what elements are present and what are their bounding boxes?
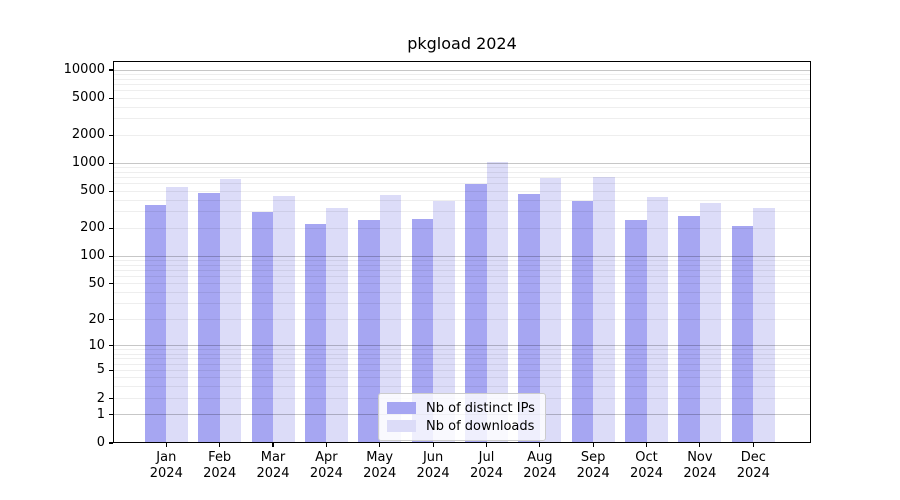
bar-downloads-apr-2024 — [326, 208, 348, 443]
plot-area — [113, 61, 811, 443]
y-tick-mark-10 — [109, 345, 113, 347]
bar-distinct-ips-apr-2024 — [304, 223, 327, 443]
legend-swatch-distinct-ips — [387, 402, 416, 414]
bar-distinct-ips-dec-2024 — [731, 225, 754, 443]
bar-distinct-ips-jul-2024 — [465, 184, 487, 443]
bar-downloads-aug-2024 — [539, 177, 562, 443]
y-tick-mark-5 — [109, 369, 113, 371]
x-tick-label-dec-2024: Dec 2024 — [736, 450, 770, 481]
x-tick-mark-mar-2024 — [272, 443, 274, 447]
y-tick-label-100: 100 — [80, 248, 105, 264]
x-tick-mark-may-2024 — [379, 443, 381, 447]
y-tick-mark-5000 — [109, 97, 113, 99]
y-tick-label-5: 5 — [96, 362, 105, 378]
x-tick-mark-aug-2024 — [539, 443, 541, 447]
bar-downloads-jul-2024 — [486, 161, 508, 443]
bar-distinct-ips-feb-2024 — [198, 193, 220, 443]
bar-downloads-oct-2024 — [646, 197, 668, 443]
y-tick-label-2000: 2000 — [71, 127, 105, 143]
y-tick-mark-50 — [109, 283, 113, 285]
x-tick-label-aug-2024: Aug 2024 — [523, 450, 557, 481]
legend-label-downloads: Nb of downloads — [426, 418, 535, 434]
x-tick-label-apr-2024: Apr 2024 — [309, 450, 343, 481]
y-tick-mark-500 — [109, 190, 113, 192]
x-tick-mark-jan-2024 — [165, 443, 167, 447]
x-tick-label-may-2024: May 2024 — [363, 450, 397, 481]
x-tick-mark-feb-2024 — [219, 443, 221, 447]
bar-downloads-may-2024 — [379, 194, 402, 443]
y-tick-label-5000: 5000 — [71, 90, 105, 106]
x-tick-label-oct-2024: Oct 2024 — [629, 450, 664, 481]
x-tick-mark-sep-2024 — [592, 443, 594, 447]
y-tick-label-10000: 10000 — [63, 62, 105, 77]
x-tick-label-nov-2024: Nov 2024 — [683, 450, 717, 481]
legend-swatch-downloads — [387, 420, 416, 432]
bars-layer — [113, 61, 811, 443]
x-tick-label-jun-2024: Jun 2024 — [416, 450, 450, 481]
y-tick-label-1000: 1000 — [71, 155, 105, 171]
bar-distinct-ips-jun-2024 — [411, 218, 434, 443]
x-tick-label-jul-2024: Jul 2024 — [469, 450, 504, 481]
legend-item-downloads: Nb of downloads — [387, 417, 535, 435]
bar-distinct-ips-may-2024 — [358, 219, 380, 443]
bar-downloads-mar-2024 — [273, 196, 295, 443]
x-tick-mark-jul-2024 — [485, 443, 488, 447]
bar-distinct-ips-mar-2024 — [251, 211, 273, 443]
legend-item-distinct-ips: Nb of distinct IPs — [387, 399, 535, 417]
y-tick-mark-1000 — [109, 162, 113, 164]
legend: Nb of distinct IPs Nb of downloads — [378, 393, 546, 441]
x-tick-mark-apr-2024 — [325, 443, 327, 447]
bar-distinct-ips-sep-2024 — [571, 200, 594, 443]
y-tick-mark-0 — [109, 442, 113, 444]
bar-downloads-nov-2024 — [699, 203, 722, 443]
y-tick-mark-2 — [109, 397, 113, 400]
bar-downloads-sep-2024 — [593, 176, 615, 443]
x-tick-label-feb-2024: Feb 2024 — [203, 450, 237, 481]
bar-distinct-ips-aug-2024 — [518, 193, 540, 443]
y-tick-mark-100 — [109, 255, 113, 257]
bar-downloads-jan-2024 — [166, 187, 188, 443]
bar-downloads-dec-2024 — [753, 207, 775, 443]
x-tick-mark-nov-2024 — [699, 443, 701, 447]
y-tick-label-0: 0 — [96, 435, 105, 450]
bar-distinct-ips-oct-2024 — [625, 219, 647, 443]
y-tick-mark-20 — [109, 319, 113, 321]
y-tick-label-500: 500 — [80, 183, 105, 199]
y-tick-mark-200 — [109, 227, 113, 229]
bar-downloads-feb-2024 — [219, 178, 242, 443]
y-tick-mark-10000 — [109, 69, 113, 71]
y-tick-label-1: 1 — [96, 406, 105, 422]
x-tick-label-sep-2024: Sep 2024 — [576, 450, 610, 481]
x-tick-label-mar-2024: Mar 2024 — [256, 450, 290, 481]
bar-downloads-jun-2024 — [433, 201, 455, 443]
y-tick-label-20: 20 — [88, 311, 105, 327]
y-tick-label-2: 2 — [96, 390, 105, 406]
chart-title: pkgload 2024 — [407, 34, 517, 53]
y-tick-mark-2000 — [109, 134, 113, 136]
x-tick-mark-jun-2024 — [432, 443, 434, 447]
bar-distinct-ips-nov-2024 — [678, 216, 700, 443]
y-tick-label-200: 200 — [80, 220, 105, 236]
y-tick-label-50: 50 — [88, 275, 105, 291]
legend-label-distinct-ips: Nb of distinct IPs — [426, 400, 535, 416]
y-tick-label-10: 10 — [88, 337, 105, 353]
y-tick-mark-1 — [109, 414, 113, 416]
bar-distinct-ips-jan-2024 — [144, 204, 167, 443]
x-tick-mark-oct-2024 — [645, 443, 648, 447]
x-tick-mark-dec-2024 — [752, 443, 754, 447]
x-tick-label-jan-2024: Jan 2024 — [149, 450, 183, 481]
